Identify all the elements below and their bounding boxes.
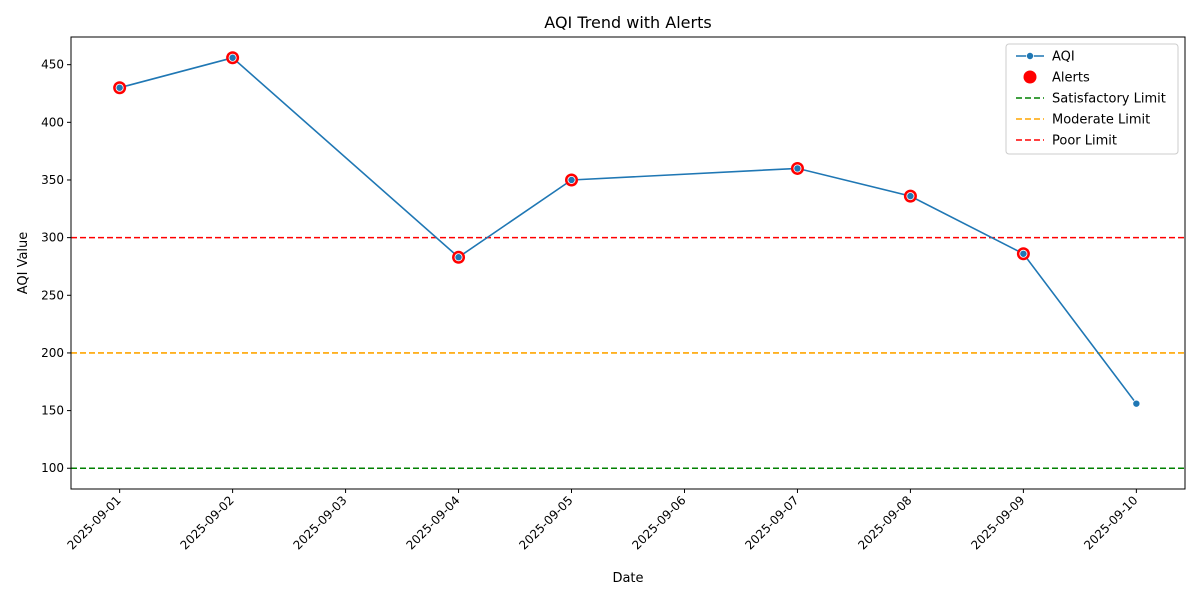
- y-tick-label-5: 350: [41, 173, 64, 187]
- x-tick-label-8: 2025-09-09: [968, 493, 1027, 552]
- x-tick-label-7: 2025-09-08: [855, 493, 914, 552]
- aqi-point-5: [906, 192, 915, 201]
- aqi-point-7: [1132, 399, 1141, 408]
- aqi-point-2: [454, 253, 463, 262]
- legend-label-2: Satisfactory Limit: [1052, 92, 1166, 107]
- legend-entry-2: Satisfactory Limit: [1016, 92, 1166, 107]
- legend-entry-4: Poor Limit: [1016, 134, 1117, 149]
- y-axis-label: AQI Value: [16, 232, 31, 295]
- x-tick-label-2: 2025-09-03: [290, 493, 349, 552]
- y-tick-label-3: 250: [41, 288, 64, 302]
- aqi-point-6: [1019, 249, 1028, 258]
- x-tick-label-4: 2025-09-05: [516, 493, 575, 552]
- x-tick-label-0: 2025-09-01: [65, 493, 124, 552]
- y-tick-label-0: 100: [41, 461, 64, 475]
- legend-entry-0: AQI: [1016, 50, 1075, 65]
- x-axis-label: Date: [612, 571, 643, 586]
- y-tick-label-6: 400: [41, 115, 64, 129]
- x-tick-label-5: 2025-09-06: [629, 493, 688, 552]
- aqi-point-0: [115, 83, 124, 92]
- legend-label-4: Poor Limit: [1052, 134, 1117, 149]
- aqi-point-1: [228, 53, 237, 62]
- aqi-line: [119, 56, 1138, 405]
- x-tick-label-6: 2025-09-07: [742, 493, 801, 552]
- legend-box: [1005, 43, 1179, 155]
- y-tick-label-2: 200: [41, 346, 64, 360]
- legend-entry-1: Alerts: [1023, 70, 1090, 86]
- aqi-point-3: [567, 175, 576, 184]
- x-tick-label-9: 2025-09-10: [1081, 493, 1140, 552]
- x-tick-label-1: 2025-09-02: [178, 493, 237, 552]
- plot-frame: [70, 36, 1186, 490]
- legend-entry-3: Moderate Limit: [1016, 113, 1150, 128]
- legend-label-3: Moderate Limit: [1052, 113, 1150, 128]
- legend-label-1: Alerts: [1052, 71, 1090, 86]
- x-tick-label-3: 2025-09-04: [403, 493, 462, 552]
- aqi-point-4: [793, 164, 802, 173]
- legend-label-0: AQI: [1052, 50, 1075, 65]
- y-tick-label-4: 300: [41, 231, 64, 245]
- chart-title: AQI Trend with Alerts: [544, 13, 711, 32]
- legend: AQI Alerts Satisfactory Limit Moderate Limi…: [1005, 43, 1179, 155]
- y-tick-label-1: 150: [41, 404, 64, 418]
- y-tick-label-7: 450: [41, 58, 64, 72]
